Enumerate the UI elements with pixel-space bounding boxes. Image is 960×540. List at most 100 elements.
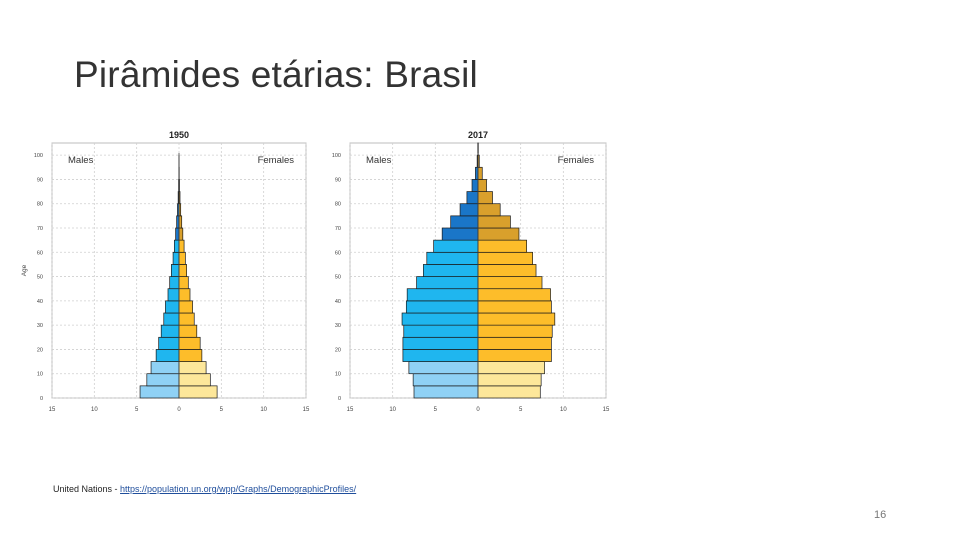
y-tick-label: 0 [338, 396, 341, 402]
bar-male [441, 227, 479, 241]
y-tick-label: 70 [37, 226, 43, 232]
y-tick-label: 40 [37, 299, 43, 305]
y-tick-label: 50 [335, 275, 341, 281]
bar-male [172, 251, 180, 265]
source-prefix: United Nations - [53, 484, 121, 494]
bar-female [178, 239, 185, 253]
x-tick-label: 5 [434, 407, 438, 413]
bar-male [406, 288, 479, 302]
y-tick-label: 70 [335, 226, 341, 232]
y-tick-label: 100 [332, 153, 341, 159]
bar-male [416, 276, 479, 290]
bar-male [160, 324, 180, 338]
bar-male [158, 336, 180, 350]
bar-female [477, 312, 556, 326]
legend-males: Males [68, 155, 94, 166]
bar-female [178, 227, 184, 241]
bar-female [477, 179, 487, 192]
bar-male [165, 300, 180, 314]
bar-female [178, 349, 203, 362]
x-tick-label: 15 [347, 407, 354, 413]
y-tick-label: 10 [37, 372, 43, 378]
x-tick-label: 5 [135, 407, 139, 413]
chart-title: 1950 [169, 130, 189, 140]
bar-female [477, 336, 552, 350]
y-tick-label: 80 [37, 202, 43, 208]
y-tick-label: 40 [335, 299, 341, 305]
y-tick-label: 0 [40, 396, 43, 402]
chart-title: 2017 [468, 130, 488, 140]
bar-female [477, 276, 543, 290]
bar-female [178, 361, 207, 375]
bar-male [155, 349, 180, 362]
bar-male [412, 373, 479, 387]
bar-male [146, 373, 180, 387]
bar-female [477, 349, 552, 362]
y-tick-label: 80 [335, 202, 341, 208]
x-tick-label: 5 [519, 407, 523, 413]
bar-male [169, 276, 180, 290]
y-axis-label: Age [21, 264, 28, 276]
bar-female [477, 191, 493, 205]
bar-female [477, 373, 542, 387]
bar-male [426, 251, 479, 265]
bar-female [178, 300, 193, 314]
x-tick-label: 5 [220, 407, 224, 413]
y-tick-label: 90 [335, 177, 341, 183]
y-tick-label: 20 [37, 347, 43, 353]
x-tick-label: 15 [303, 407, 310, 413]
slide-title: Pirâmides etárias: Brasil [74, 54, 478, 95]
x-tick-label: 15 [603, 407, 610, 413]
bar-female [477, 215, 511, 229]
x-tick-label: 0 [476, 407, 480, 413]
x-tick-label: 10 [91, 407, 98, 413]
bar-male [405, 300, 479, 314]
bar-female [178, 385, 218, 399]
y-tick-label: 60 [335, 250, 341, 256]
x-tick-label: 10 [260, 407, 267, 413]
bar-female [477, 288, 551, 302]
bar-female [477, 166, 483, 180]
bar-male [150, 361, 180, 375]
bar-female [477, 385, 541, 399]
bar-male [401, 312, 479, 326]
bar-male [408, 361, 479, 375]
bar-female [477, 324, 553, 338]
legend-males: Males [366, 155, 392, 166]
x-tick-label: 10 [560, 407, 567, 413]
x-tick-label: 0 [177, 407, 181, 413]
source-link[interactable]: https://population.un.org/wpp/Graphs/Dem… [120, 484, 357, 494]
bar-female [477, 264, 537, 277]
legend-females: Females [258, 155, 295, 166]
bar-female [178, 312, 195, 326]
y-tick-label: 20 [335, 347, 341, 353]
bar-male [459, 203, 479, 217]
bar-male [163, 312, 180, 326]
bar-male [450, 215, 479, 229]
source-citation: United Nations - https://population.un.o… [53, 484, 356, 494]
bar-male [402, 336, 479, 350]
bar-male [466, 191, 479, 205]
bar-female [477, 251, 533, 265]
bar-male [171, 264, 180, 277]
y-tick-label: 100 [34, 153, 43, 159]
legend-females: Females [558, 155, 595, 166]
y-tick-label: 60 [37, 250, 43, 256]
bar-female [178, 288, 191, 302]
bar-male [402, 349, 479, 362]
y-tick-label: 30 [335, 323, 341, 329]
bar-female [477, 227, 520, 241]
y-tick-label: 10 [335, 372, 341, 378]
bar-female [178, 336, 201, 350]
bar-male [471, 179, 479, 192]
page-number: 16 [874, 509, 887, 521]
bar-female [477, 239, 527, 253]
bar-male [175, 227, 180, 241]
bar-female [178, 373, 211, 387]
bar-male [139, 385, 180, 399]
bar-female [178, 264, 187, 277]
bar-female [178, 215, 183, 229]
y-tick-label: 30 [37, 323, 43, 329]
bar-male [167, 288, 180, 302]
